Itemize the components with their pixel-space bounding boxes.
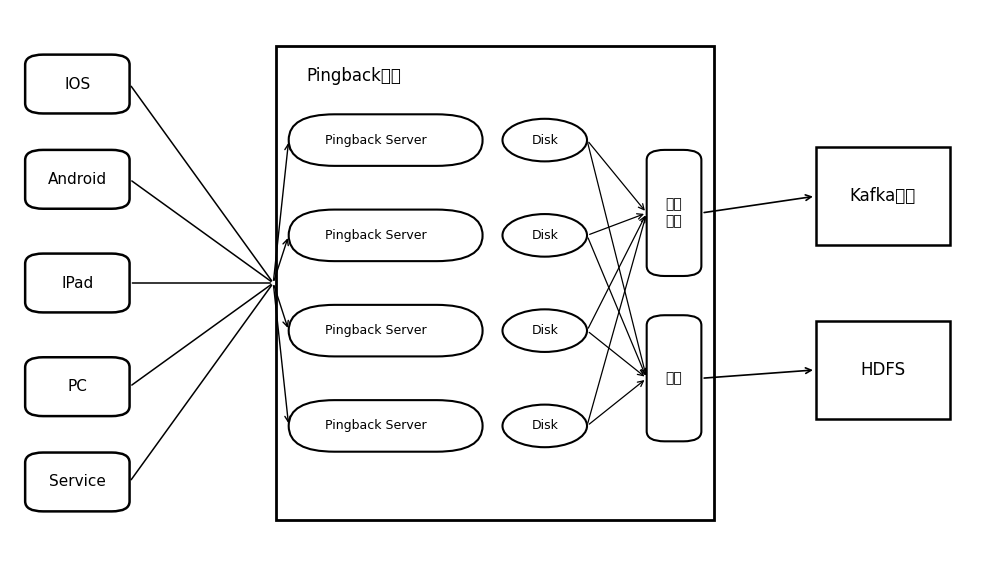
Text: Disk: Disk — [531, 229, 558, 242]
Text: Kafka集群: Kafka集群 — [850, 187, 916, 205]
Text: Disk: Disk — [531, 419, 558, 432]
FancyBboxPatch shape — [25, 357, 130, 416]
Text: Pingback Server: Pingback Server — [325, 229, 427, 242]
FancyBboxPatch shape — [25, 54, 130, 113]
Text: 过滤
规则: 过滤 规则 — [666, 198, 682, 229]
Bar — [816, 147, 950, 245]
Text: Service: Service — [49, 474, 106, 490]
Text: Disk: Disk — [531, 324, 558, 337]
Bar — [276, 46, 714, 520]
Text: IPad: IPad — [61, 276, 93, 290]
FancyBboxPatch shape — [25, 150, 130, 209]
FancyBboxPatch shape — [647, 150, 701, 276]
FancyBboxPatch shape — [25, 453, 130, 512]
Ellipse shape — [502, 405, 587, 447]
FancyBboxPatch shape — [25, 254, 130, 312]
Text: IOS: IOS — [64, 76, 90, 92]
FancyBboxPatch shape — [289, 305, 483, 357]
Text: Android: Android — [48, 172, 107, 187]
Ellipse shape — [502, 214, 587, 256]
Text: Disk: Disk — [531, 134, 558, 147]
FancyBboxPatch shape — [289, 114, 483, 166]
Text: Pingback Server: Pingback Server — [325, 419, 427, 432]
FancyBboxPatch shape — [647, 315, 701, 441]
Text: 全量: 全量 — [666, 371, 682, 385]
Text: Pingback集群: Pingback集群 — [306, 67, 401, 85]
FancyBboxPatch shape — [289, 400, 483, 452]
FancyBboxPatch shape — [289, 209, 483, 261]
Ellipse shape — [502, 119, 587, 161]
Ellipse shape — [502, 310, 587, 352]
Text: HDFS: HDFS — [860, 361, 905, 379]
Text: Pingback Server: Pingback Server — [325, 134, 427, 147]
Text: Pingback Server: Pingback Server — [325, 324, 427, 337]
Text: PC: PC — [67, 379, 87, 394]
Bar — [816, 321, 950, 419]
